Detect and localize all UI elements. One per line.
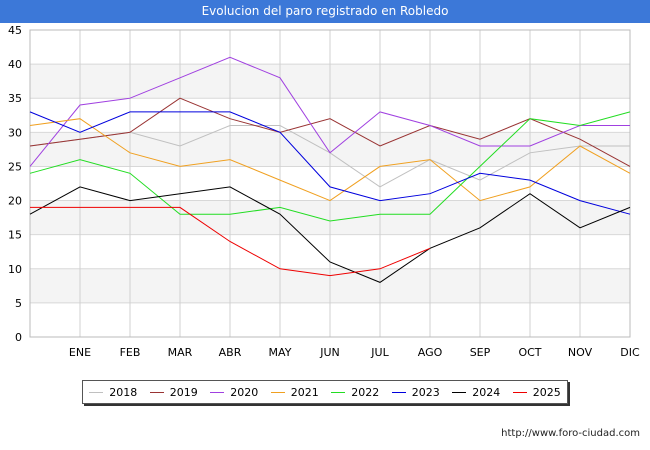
plot-border [29, 29, 631, 338]
series-line-2025 [30, 206, 431, 277]
legend-swatch [452, 391, 467, 393]
legend-swatch [512, 391, 527, 393]
legend-swatch [210, 391, 225, 393]
y-tick-label: 45 [8, 24, 22, 37]
x-tick-label: JUL [370, 346, 389, 359]
source-url: http://www.foro-ciudad.com [501, 428, 640, 439]
legend-item-2022: 2022 [331, 386, 379, 399]
legend-swatch [149, 391, 164, 393]
y-tick-label: 0 [15, 331, 22, 344]
series-line-2024 [29, 186, 631, 283]
x-tick-label: ENE [69, 346, 91, 359]
legend-swatch [331, 391, 346, 393]
legend-label: 2018 [109, 385, 138, 399]
legend-swatch [391, 391, 406, 393]
x-tick-label: OCT [518, 346, 541, 359]
legend-label: 2022 [351, 385, 380, 399]
x-tick-label: MAR [168, 346, 193, 359]
legend-swatch [270, 391, 285, 393]
legend-label: 2024 [472, 385, 501, 399]
x-tick-label: DIC [620, 346, 640, 359]
y-tick-label: 15 [8, 229, 22, 242]
legend-item-2021: 2021 [270, 385, 319, 399]
legend-label: 2023 [411, 385, 440, 399]
legend-item-2025: 2025 [512, 385, 561, 399]
series-line-2021 [29, 118, 631, 202]
y-tick-label: 40 [8, 58, 22, 71]
x-tick-label: MAY [269, 346, 292, 359]
y-tick-label: 30 [8, 126, 22, 139]
x-tick-label: SEP [470, 346, 491, 359]
y-tick-label: 10 [8, 263, 22, 276]
series-line-2020 [29, 56, 630, 167]
y-tick-label: 35 [8, 92, 22, 105]
chart-legend: 2018 2019 2020 2021 2022 2023 2024 2025 [82, 380, 568, 404]
legend-item-2019: 2019 [149, 385, 198, 399]
legend-label: 2020 [230, 385, 259, 399]
x-tick-label: AGO [418, 346, 443, 359]
series-line-2023 [29, 111, 631, 215]
x-tick-label: FEB [120, 346, 141, 359]
legend-label: 2019 [169, 385, 198, 399]
legend-label: 2021 [290, 385, 319, 399]
legend-item-2020: 2020 [210, 386, 258, 399]
legend-label: 2025 [532, 385, 561, 399]
legend-item-2024: 2024 [452, 386, 500, 399]
y-tick-label: 25 [8, 160, 22, 173]
x-tick-label: JUN [319, 346, 340, 359]
x-tick-label: ABR [219, 346, 242, 359]
legend-item-2018: 2018 [89, 386, 137, 399]
legend-item-2023: 2023 [391, 385, 440, 399]
legend-swatch [89, 391, 104, 393]
chart-title: Evolucion del paro registrado en Robledo [0, 0, 650, 23]
x-tick-label: NOV [568, 346, 593, 359]
series-line-2022 [29, 111, 631, 222]
y-tick-label: 5 [15, 297, 22, 310]
y-tick-label: 20 [8, 195, 22, 208]
